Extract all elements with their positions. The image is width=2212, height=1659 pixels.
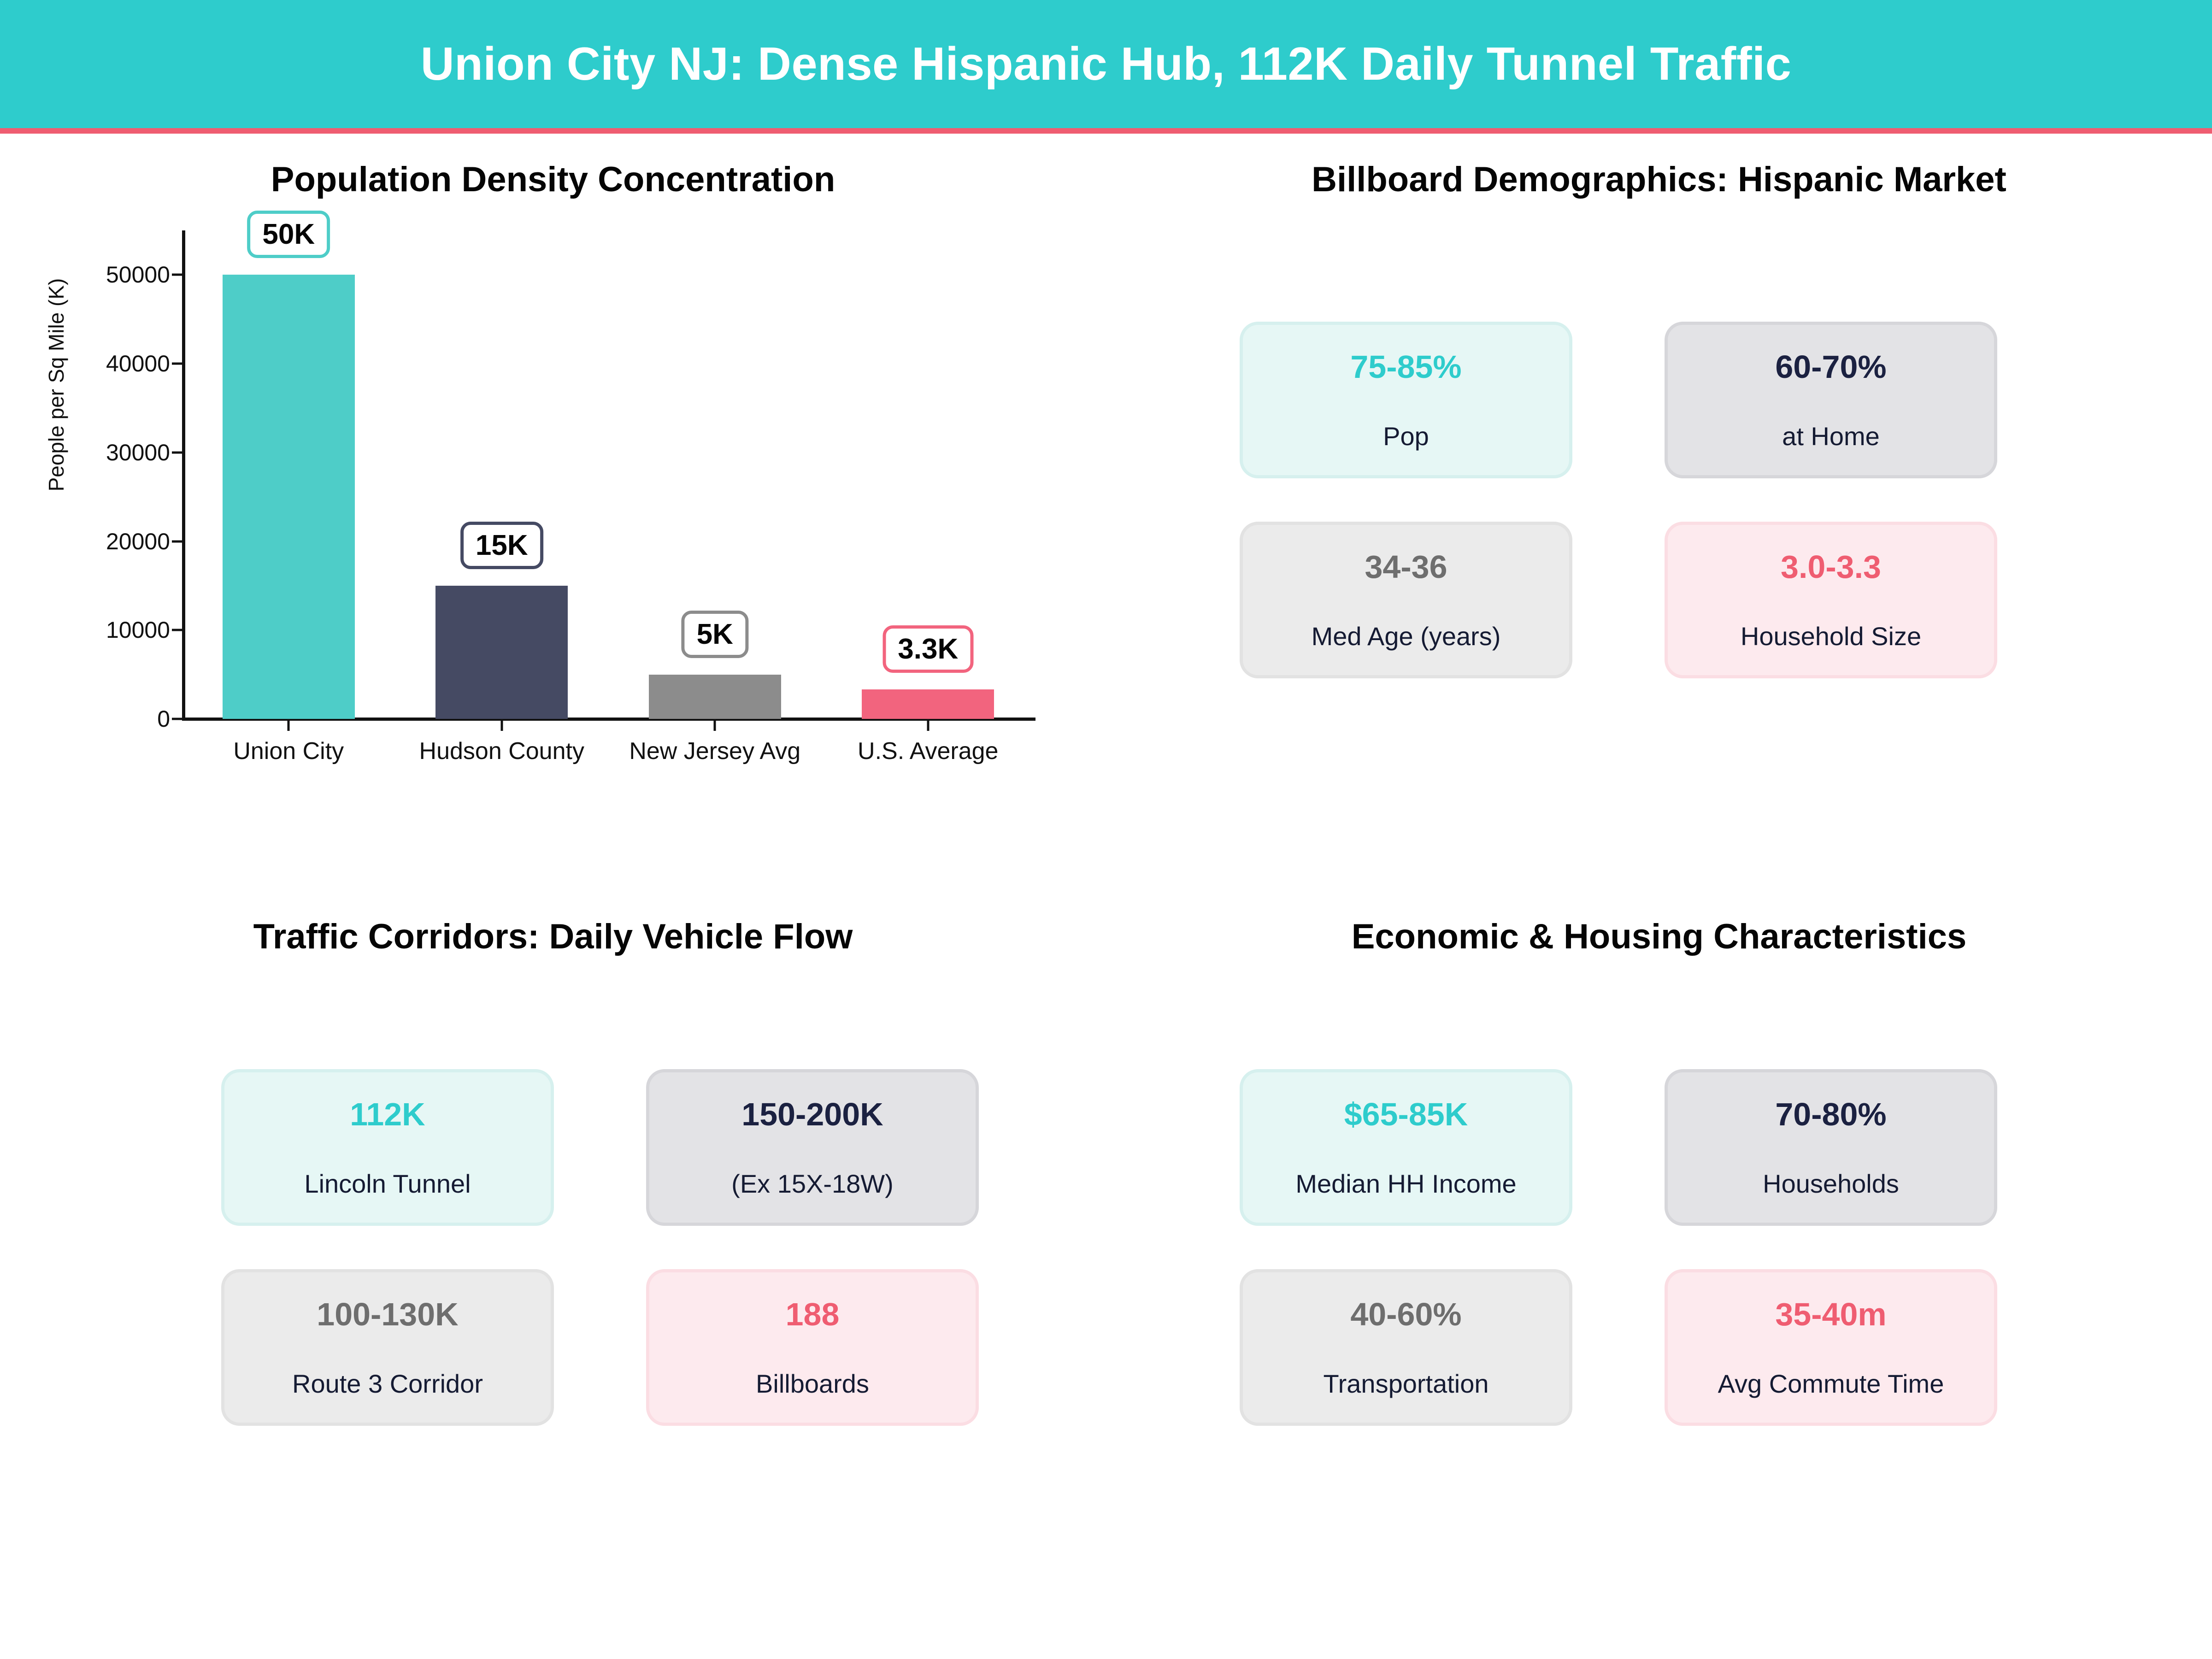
bar	[648, 674, 781, 719]
kpi-label: Med Age (years)	[1311, 622, 1501, 651]
kpi-value: 112K	[350, 1096, 425, 1132]
kpi-card[interactable]: 188 Billboards	[646, 1269, 979, 1426]
y-axis-tick-label: 30000	[106, 439, 170, 465]
kpi-card[interactable]: 60-70% at Home	[1665, 322, 1997, 478]
x-axis-category-label: Hudson County	[419, 738, 584, 765]
kpi-value: 60-70%	[1775, 349, 1887, 385]
kpi-card[interactable]: 112K Lincoln Tunnel	[221, 1069, 554, 1226]
kpi-label: at Home	[1782, 422, 1880, 451]
kpi-card[interactable]: 3.0-3.3 Household Size	[1665, 522, 1997, 678]
kpi-card[interactable]: 100-130K Route 3 Corridor	[221, 1269, 554, 1426]
plot-area: 0 10000 20000 30000 40000 50000 50K 15K 5K 3.3K	[106, 211, 1035, 732]
y-axis-tick-mark	[172, 540, 182, 543]
x-axis-category-label: U.S. Average	[858, 738, 999, 765]
y-axis-label: People per Sq Mile (K)	[44, 278, 68, 492]
x-axis-line	[182, 718, 1035, 721]
kpi-value: 35-40m	[1775, 1296, 1887, 1332]
y-axis-tick-label: 20000	[106, 528, 170, 554]
kpi-value: 75-85%	[1350, 349, 1462, 385]
header-accent-stripe	[0, 128, 2212, 134]
kpi-label: Households	[1763, 1169, 1899, 1198]
y-axis-tick-mark	[172, 629, 182, 631]
panel-title-density: Population Density Concentration	[271, 160, 835, 199]
y-axis-line	[182, 230, 185, 720]
bar-value-badge: 3.3K	[882, 625, 974, 673]
kpi-value: 100-130K	[317, 1296, 459, 1332]
y-axis-tick-mark	[172, 362, 182, 365]
y-axis-tick-label: 10000	[106, 617, 170, 643]
y-axis-tick-label: 50000	[106, 262, 170, 288]
kpi-label: (Ex 15X-18W)	[731, 1169, 894, 1198]
page-title: Union City NJ: Dense Hispanic Hub, 112K …	[420, 38, 1792, 90]
kpi-label: Billboards	[756, 1369, 869, 1398]
x-axis-tick-mark	[287, 721, 290, 731]
x-axis-tick-mark	[500, 721, 503, 731]
kpi-label: Lincoln Tunnel	[304, 1169, 471, 1198]
panel-title-demographics: Billboard Demographics: Hispanic Market	[1312, 160, 2006, 199]
bar	[222, 275, 355, 719]
x-axis-category-label: New Jersey Avg	[629, 738, 801, 765]
economic-card-grid: $65-85K Median HH Income 70-80% Households 4…	[1240, 1069, 1997, 1426]
y-axis-tick-mark	[172, 718, 182, 720]
kpi-card[interactable]: $65-85K Median HH Income	[1240, 1069, 1572, 1226]
x-axis-category-label: Union City	[233, 738, 344, 765]
y-axis-tick-mark	[172, 451, 182, 454]
population-density-bar-chart: People per Sq Mile (K) 0 10000 20000 30000 4…	[0, 203, 1106, 857]
bar-value-badge: 5K	[681, 610, 748, 658]
bar	[862, 689, 994, 719]
bar-value-badge: 15K	[460, 521, 543, 569]
kpi-value: 3.0-3.3	[1781, 549, 1881, 585]
kpi-label: Avg Commute Time	[1718, 1369, 1944, 1398]
kpi-value: 150-200K	[741, 1096, 883, 1132]
kpi-label: Pop	[1383, 422, 1429, 451]
y-axis-tick-mark	[172, 273, 182, 276]
kpi-label: Route 3 Corridor	[292, 1369, 483, 1398]
kpi-label: Household Size	[1740, 622, 1922, 651]
panel-title-traffic: Traffic Corridors: Daily Vehicle Flow	[253, 917, 853, 956]
demographics-card-grid: 75-85% Pop 60-70% at Home 34-36 Med Age (year…	[1240, 322, 1997, 678]
y-axis-tick-label: 0	[157, 706, 170, 732]
kpi-card[interactable]: 150-200K (Ex 15X-18W)	[646, 1069, 979, 1226]
kpi-value: 188	[785, 1296, 840, 1332]
kpi-card[interactable]: 40-60% Transportation	[1240, 1269, 1572, 1426]
kpi-value: $65-85K	[1344, 1096, 1468, 1132]
x-axis-tick-mark	[713, 721, 716, 731]
kpi-card[interactable]: 75-85% Pop	[1240, 322, 1572, 478]
kpi-card[interactable]: 35-40m Avg Commute Time	[1665, 1269, 1997, 1426]
bar-value-badge: 50K	[247, 211, 330, 259]
kpi-card[interactable]: 70-80% Households	[1665, 1069, 1997, 1226]
kpi-value: 34-36	[1365, 549, 1447, 585]
header-banner: Union City NJ: Dense Hispanic Hub, 112K …	[0, 0, 2212, 128]
bar	[435, 585, 568, 719]
kpi-label: Median HH Income	[1295, 1169, 1517, 1198]
kpi-value: 70-80%	[1775, 1096, 1887, 1132]
panel-title-economic: Economic & Housing Characteristics	[1351, 917, 1967, 956]
kpi-label: Transportation	[1323, 1369, 1489, 1398]
kpi-card[interactable]: 34-36 Med Age (years)	[1240, 522, 1572, 678]
x-axis-tick-mark	[927, 721, 930, 731]
kpi-value: 40-60%	[1350, 1296, 1462, 1332]
traffic-card-grid: 112K Lincoln Tunnel 150-200K (Ex 15X-18W) 10…	[221, 1069, 979, 1426]
y-axis-tick-label: 40000	[106, 351, 170, 377]
